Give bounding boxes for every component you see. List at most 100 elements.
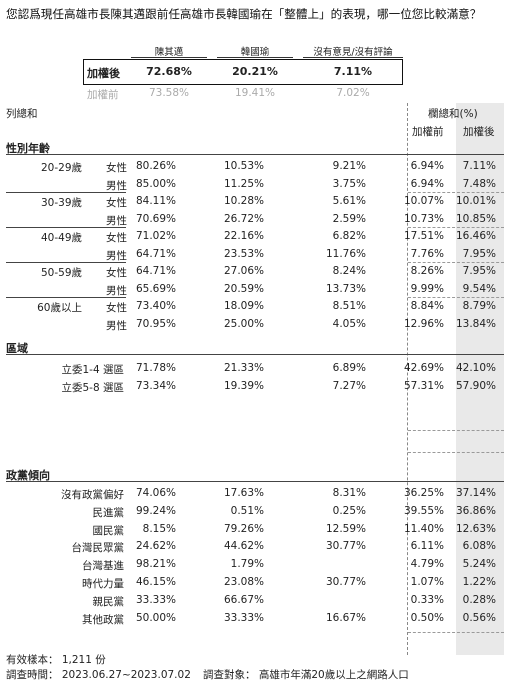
cell-total-before: 10.07% [403,195,444,207]
section-rule [6,354,504,355]
cell-total-after: 5.24% [462,558,496,571]
age-group-label: 30-39歲 [40,197,82,209]
cell-no-opinion: 16.67% [325,611,366,624]
column-header-chen: 陳其邁 [154,47,184,58]
cell-no-opinion: 4.05% [332,317,366,330]
cell-han: 17.63% [223,487,264,499]
column-header-han: 韓國瑜 [240,47,270,58]
party-label: 沒有政黨偏好 [61,489,124,501]
cell-no-opinion: 7.27% [332,379,366,392]
cell-chen: 8.15% [142,522,176,535]
cell-total-after: 0.56% [462,611,496,624]
cell-chen: 64.71% [135,247,176,260]
cell-total-after: 7.95% [462,265,496,277]
cell-han: 44.62% [223,540,264,553]
cell-no-opinion: 12.59% [325,522,366,535]
party-label: 民進黨 [92,506,125,519]
column-total-header: 欄總和(%) [428,108,478,120]
cell-total-before: 10.73% [403,212,444,225]
cell-no-opinion: 6.89% [332,362,366,374]
unweighted-han: 19.41% [234,87,276,99]
party-label: 親民黨 [92,595,125,608]
cell-chen: 71.78% [135,362,176,374]
weighted-label: 加權後 [87,67,120,80]
group-divider [408,192,504,193]
group-divider [408,227,504,228]
cell-total-after: 1.22% [462,576,496,588]
cell-no-opinion: 8.31% [332,487,366,499]
group-divider [6,297,126,298]
party-label: 其他政黨 [82,613,124,626]
group-divider [6,192,126,193]
cell-total-before: 0.33% [410,593,444,606]
age-group-label: 50-59歲 [40,267,82,279]
cell-chen: 46.15% [135,576,176,588]
cell-total-before: 6.94% [410,177,444,190]
cell-han: 33.33% [223,611,264,624]
cell-chen: 80.26% [135,160,176,172]
cell-han: 10.53% [223,160,264,172]
cell-han: 79.26% [223,522,264,535]
cell-chen: 50.00% [135,611,176,624]
cell-chen: 64.71% [135,265,176,277]
gender-label: 男性 [106,284,127,297]
group-divider [6,262,126,263]
cell-total-before: 7.76% [410,247,444,260]
cell-total-after: 6.08% [462,540,496,553]
cell-han: 66.67% [223,593,264,606]
cell-total-after: 16.46% [455,230,496,242]
weighted-no-opinion: 7.11% [333,65,373,78]
cell-chen: 70.69% [135,212,176,225]
cell-total-after: 36.86% [455,504,496,517]
cell-total-before: 36.25% [403,487,444,499]
cell-han: 23.08% [223,576,264,588]
gender-label: 男性 [106,249,127,262]
cell-total-after: 9.54% [462,282,496,295]
cell-han: 21.33% [223,362,264,374]
cell-total-after: 10.01% [455,195,496,207]
age-group-label: 20-29歲 [40,162,82,174]
party-label: 台灣基進 [82,560,124,573]
gender-label: 男性 [106,179,127,192]
party-label: 台灣民眾黨 [71,542,125,555]
column-header-underline [217,57,293,58]
cell-total-after: 12.63% [455,522,496,535]
weighted-totals-box [83,59,403,85]
cell-total-before: 11.40% [403,522,444,535]
cell-no-opinion: 30.77% [325,540,366,553]
section-rule [6,154,504,155]
cell-han: 11.25% [223,177,264,190]
cell-chen: 33.33% [135,593,176,606]
section-title-age: 性別年齡 [6,142,50,155]
cell-total-before: 17.51% [403,230,444,242]
column-total-after-header: 加權後 [463,126,495,138]
cell-total-before: 0.50% [410,611,444,624]
cell-chen: 99.24% [135,504,176,517]
survey-target: 調查對象： 高雄市年滿20歲以上之網路人口 [203,669,409,681]
cell-chen: 98.21% [135,558,176,571]
cell-total-before: 6.11% [410,540,444,553]
cell-total-before: 6.94% [410,160,444,172]
cell-han: 1.79% [230,558,264,571]
cell-chen: 65.69% [135,282,176,295]
cell-total-before: 9.99% [410,282,444,295]
cell-total-before: 12.96% [403,317,444,330]
cell-total-after: 7.11% [462,160,496,172]
cell-chen: 71.02% [135,230,176,242]
row-divider [408,430,504,431]
cell-total-before: 8.26% [410,265,444,277]
weighted-chen: 72.68% [146,65,192,78]
cell-total-before: 1.07% [410,576,444,588]
party-label: 時代力量 [82,578,124,590]
cell-chen: 74.06% [135,487,176,499]
cell-chen: 84.11% [135,195,176,207]
cell-chen: 70.95% [135,317,176,330]
cell-no-opinion: 8.24% [332,265,366,277]
cell-total-after: 7.95% [462,247,496,260]
sample-size: 有效樣本： 1,211 份 [6,654,106,666]
cell-no-opinion: 0.25% [332,504,366,517]
cell-chen: 73.40% [135,300,176,312]
cell-han: 22.16% [223,230,264,242]
section-title-party: 政黨傾向 [6,469,50,482]
cell-total-after: 7.48% [462,177,496,190]
